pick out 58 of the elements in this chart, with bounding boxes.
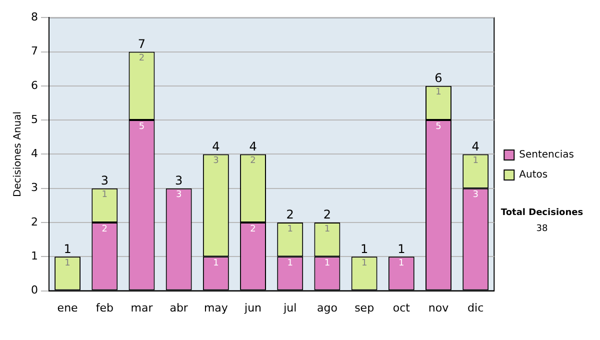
data-label: 1: [361, 258, 368, 268]
y-axis-title: Decisiones Anual: [12, 111, 24, 197]
total-label: 1: [398, 242, 406, 256]
total-label: 6: [434, 71, 442, 86]
total-label: 1: [360, 242, 368, 256]
data-label: 2: [102, 224, 108, 234]
y-tick-label: 3: [31, 181, 38, 194]
data-label: 2: [138, 54, 145, 64]
data-label: 3: [472, 190, 478, 200]
x-tick-label: oct: [392, 301, 411, 314]
data-label: 2: [250, 156, 256, 166]
x-tick-label: jul: [282, 301, 297, 314]
data-label: 1: [213, 258, 219, 268]
data-label: 5: [138, 122, 145, 132]
total-label: 4: [212, 139, 220, 154]
data-label: 2: [250, 224, 256, 234]
y-tick-label: 0: [31, 284, 38, 297]
x-tick-label: ene: [57, 301, 78, 314]
total-label: 2: [286, 208, 294, 222]
legend-label: Sentencias: [519, 150, 574, 161]
data-label: 1: [102, 190, 108, 200]
total-label: 4: [472, 139, 480, 154]
y-tick-label: 6: [31, 78, 38, 92]
y-tick-label: 1: [31, 250, 38, 263]
x-tick-label: abr: [170, 301, 188, 314]
total-label: 3: [175, 173, 183, 188]
text: Total Decisiones: [500, 208, 584, 218]
x-tick-label: jun: [244, 301, 262, 314]
data-label: 1: [436, 88, 442, 98]
data-label: 1: [324, 224, 330, 234]
x-tick-label: ago: [316, 301, 338, 314]
y-tick-label: 7: [31, 44, 38, 58]
data-label: 5: [436, 122, 442, 132]
data-label: 1: [287, 258, 293, 268]
total-label: 4: [249, 139, 257, 154]
total-label: 3: [100, 173, 108, 188]
data-label: 1: [287, 224, 293, 234]
y-tick-label: 2: [31, 215, 38, 228]
data-label: 3: [213, 156, 219, 166]
data-label: 1: [472, 156, 478, 166]
x-tick-label: feb: [96, 301, 114, 314]
y-tick-label: 4: [31, 147, 38, 160]
total-label: 2: [323, 208, 332, 222]
x-tick-label: sep: [354, 301, 374, 314]
x-tick-label: mar: [130, 301, 154, 314]
y-tick-label: 5: [31, 112, 38, 126]
text: 38: [535, 224, 549, 234]
data-label: 1: [398, 258, 404, 268]
x-tick-label: nov: [428, 301, 450, 314]
y-tick-label: 8: [31, 10, 38, 24]
total-label: 1: [64, 242, 72, 256]
total-label: 7: [138, 36, 146, 51]
data-label: 1: [64, 258, 70, 268]
x-tick-label: dic: [468, 301, 484, 314]
data-label: 1: [324, 258, 330, 268]
data-label: 3: [176, 190, 182, 200]
x-tick-label: may: [204, 301, 228, 314]
legend-label: Autos: [519, 170, 548, 181]
